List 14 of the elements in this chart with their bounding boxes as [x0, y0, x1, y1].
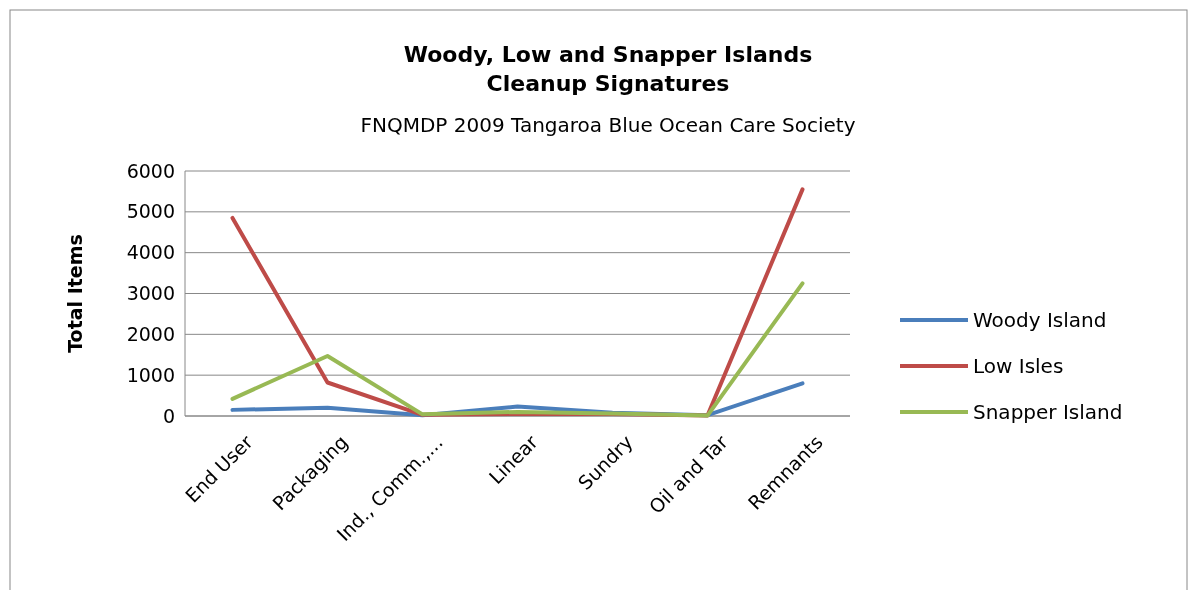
- y-tick-label: 3000: [126, 282, 175, 305]
- y-tick-label: 5000: [126, 200, 175, 223]
- y-tick-label: 4000: [126, 241, 175, 264]
- line-series: [230, 281, 805, 418]
- y-tick-label: 0: [162, 404, 175, 427]
- chart-title: Woody, Low and Snapper Islands Cleanup Signatures: [403, 42, 813, 96]
- y-tick-label: 6000: [126, 159, 175, 182]
- y-tick-label: 2000: [126, 322, 175, 345]
- y-tick-label: 1000: [126, 363, 175, 386]
- chart-subtitle: FNQMDP 2009 Tangaroa Blue Ocean Care Society: [360, 113, 856, 137]
- legend-label: Woody Island: [973, 308, 1107, 332]
- legend-label: Snapper Island: [973, 400, 1123, 424]
- legend-label: Low Isles: [973, 354, 1064, 378]
- y-axis-title: Total Items: [64, 234, 86, 353]
